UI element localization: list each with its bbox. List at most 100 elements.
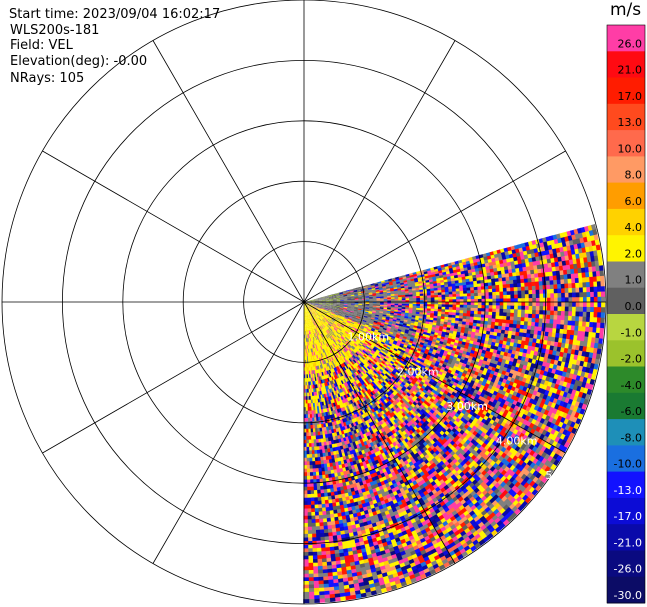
velocity-gate bbox=[484, 259, 489, 264]
velocity-gate bbox=[325, 299, 330, 301]
velocity-gate bbox=[340, 299, 345, 301]
velocity-gate bbox=[535, 285, 540, 291]
velocity-gate bbox=[381, 280, 386, 283]
velocity-gate bbox=[433, 313, 438, 317]
velocity-gate bbox=[365, 304, 370, 306]
velocity-gate bbox=[360, 288, 365, 291]
velocity-gate bbox=[549, 275, 554, 282]
velocity-gate bbox=[567, 325, 572, 331]
velocity-gate bbox=[500, 266, 505, 272]
velocity-gate bbox=[343, 303, 348, 305]
velocity-gate bbox=[329, 297, 334, 299]
velocity-gate bbox=[390, 295, 395, 298]
velocity-gate bbox=[560, 283, 565, 290]
velocity-gate bbox=[332, 294, 337, 296]
velocity-gate bbox=[515, 267, 520, 273]
velocity-gate bbox=[572, 302, 577, 308]
velocity-gate bbox=[380, 297, 385, 300]
velocity-gate bbox=[419, 287, 424, 291]
velocity-gate bbox=[546, 284, 551, 290]
velocity-gate bbox=[473, 316, 478, 321]
velocity-gate bbox=[514, 294, 519, 299]
velocity-gate bbox=[347, 303, 352, 305]
velocity-gate bbox=[593, 317, 598, 324]
velocity-gate bbox=[318, 299, 323, 301]
velocity-gate bbox=[466, 313, 471, 317]
velocity-gate bbox=[328, 296, 333, 298]
velocity-gate bbox=[542, 310, 548, 316]
velocity-gate bbox=[347, 302, 352, 304]
velocity-gate bbox=[405, 292, 410, 296]
velocity-gate bbox=[496, 302, 501, 306]
velocity-gate bbox=[579, 311, 584, 318]
velocity-gate bbox=[390, 290, 395, 294]
velocity-gate bbox=[484, 314, 489, 319]
velocity-gate bbox=[507, 265, 513, 271]
velocity-gate bbox=[495, 312, 500, 317]
velocity-gate bbox=[490, 254, 496, 260]
velocity-gate bbox=[412, 302, 417, 305]
velocity-gate bbox=[353, 291, 358, 294]
velocity-gate bbox=[505, 254, 511, 260]
velocity-gate bbox=[448, 304, 453, 308]
velocity-gate bbox=[470, 290, 475, 294]
velocity-gate bbox=[332, 293, 337, 296]
velocity-gate bbox=[448, 309, 453, 313]
velocity-gate bbox=[515, 248, 520, 254]
velocity-gate bbox=[476, 277, 481, 282]
velocity-gate bbox=[364, 288, 369, 291]
velocity-gate bbox=[535, 256, 541, 262]
velocity-gate bbox=[594, 260, 600, 267]
velocity-data-layer bbox=[303, 224, 606, 604]
velocity-gate bbox=[534, 277, 540, 283]
velocity-gate bbox=[593, 255, 599, 262]
velocity-gate bbox=[427, 297, 432, 301]
velocity-gate bbox=[485, 295, 490, 300]
velocity-gate bbox=[487, 275, 492, 280]
velocity-gate bbox=[351, 300, 356, 302]
velocity-gate bbox=[390, 297, 395, 300]
velocity-gate bbox=[434, 292, 439, 296]
velocity-gate bbox=[497, 270, 502, 276]
velocity-gate bbox=[465, 281, 471, 286]
velocity-gate bbox=[511, 264, 516, 270]
velocity-gate bbox=[314, 299, 319, 301]
velocity-gate bbox=[520, 286, 526, 292]
velocity-gate bbox=[379, 292, 384, 295]
velocity-gate bbox=[551, 244, 557, 250]
velocity-gate bbox=[579, 297, 584, 303]
velocity-gate bbox=[496, 295, 501, 300]
velocity-gate bbox=[471, 268, 476, 273]
velocity-gate bbox=[325, 298, 330, 299]
velocity-gate bbox=[472, 277, 478, 282]
velocity-gate bbox=[390, 309, 395, 312]
velocity-gate bbox=[448, 294, 453, 298]
velocity-gate bbox=[325, 296, 330, 298]
velocity-gate bbox=[398, 302, 403, 304]
velocity-gate bbox=[466, 290, 471, 294]
velocity-gate bbox=[575, 306, 580, 313]
velocity-gate bbox=[488, 298, 493, 303]
velocity-gate bbox=[597, 302, 602, 308]
velocity-gate bbox=[455, 291, 460, 295]
velocity-gate bbox=[416, 304, 421, 307]
velocity-gate bbox=[401, 307, 406, 310]
velocity-gate bbox=[477, 289, 482, 294]
velocity-gate bbox=[465, 278, 470, 283]
velocity-gate bbox=[532, 297, 537, 303]
velocity-gate bbox=[503, 298, 508, 303]
velocity-gate bbox=[588, 266, 593, 273]
velocity-gate bbox=[506, 298, 511, 303]
velocity-gate bbox=[325, 298, 330, 300]
velocity-gate bbox=[514, 302, 519, 307]
velocity-gate bbox=[577, 272, 583, 279]
velocity-gate bbox=[541, 272, 546, 278]
velocity-gate bbox=[474, 295, 479, 300]
velocity-gate bbox=[357, 292, 362, 295]
velocity-gate bbox=[510, 291, 515, 296]
velocity-gate bbox=[370, 284, 376, 287]
velocity-gate bbox=[455, 266, 461, 270]
velocity-gate bbox=[329, 303, 334, 305]
velocity-gate bbox=[518, 247, 524, 253]
velocity-gate bbox=[376, 303, 381, 305]
